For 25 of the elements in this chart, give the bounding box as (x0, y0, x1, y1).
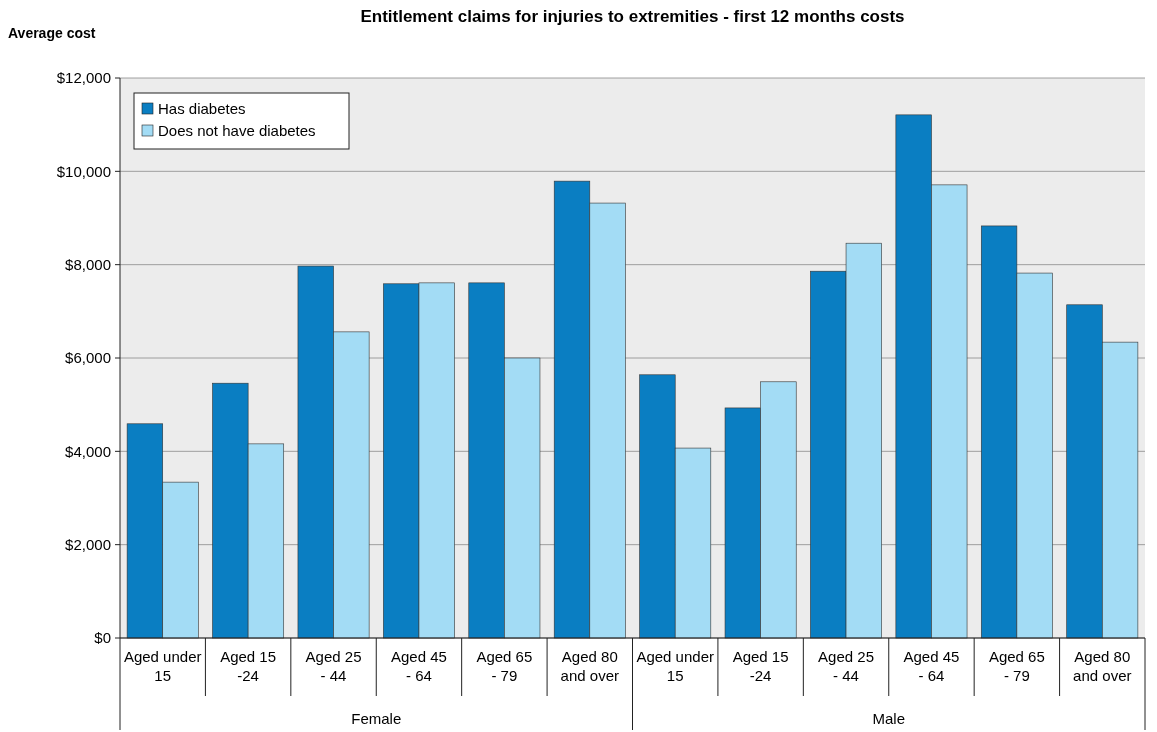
x-tick-label: Aged 25 - 44 (305, 648, 362, 684)
text: Female (351, 710, 402, 727)
x-tick-label: Aged 15 -24 (732, 648, 789, 684)
x-tick-label: Aged 80 and over (1073, 648, 1132, 684)
y-tick-label: $12,000 (56, 69, 111, 87)
y-axis-title: Average cost (8, 25, 96, 41)
legend-label: Has diabetes (158, 100, 246, 118)
y-tick-label: $8,000 (65, 255, 111, 273)
x-tick-label: Aged under 15 (123, 648, 202, 684)
x-tick-label: Aged 45 - 64 (391, 648, 447, 684)
y-tick-label: $0 (94, 629, 111, 647)
x-tick-label: Aged 15 -24 (220, 648, 277, 684)
legend-label: Does not have diabetes (158, 122, 316, 140)
x-tick-label: Aged 25 - 44 (818, 648, 874, 684)
chart-title: Entitlement claims for injuries to extremities - first 12 months costs (360, 7, 905, 26)
y-tick-label: $6,000 (65, 349, 111, 367)
x-tick-label: Aged 80 and over (560, 648, 619, 684)
x-tick-label: Aged 45 - 64 (903, 648, 960, 684)
text: Male (872, 710, 906, 727)
y-tick-label: $2,000 (65, 535, 111, 553)
x-tick-label: Aged under 15 (636, 648, 714, 684)
y-tick-label: $10,000 (56, 162, 111, 180)
x-tick-label: Aged 65 - 79 (476, 648, 533, 684)
x-tick-label: Aged 65 - 79 (988, 648, 1045, 684)
y-tick-label: $4,000 (65, 442, 111, 460)
